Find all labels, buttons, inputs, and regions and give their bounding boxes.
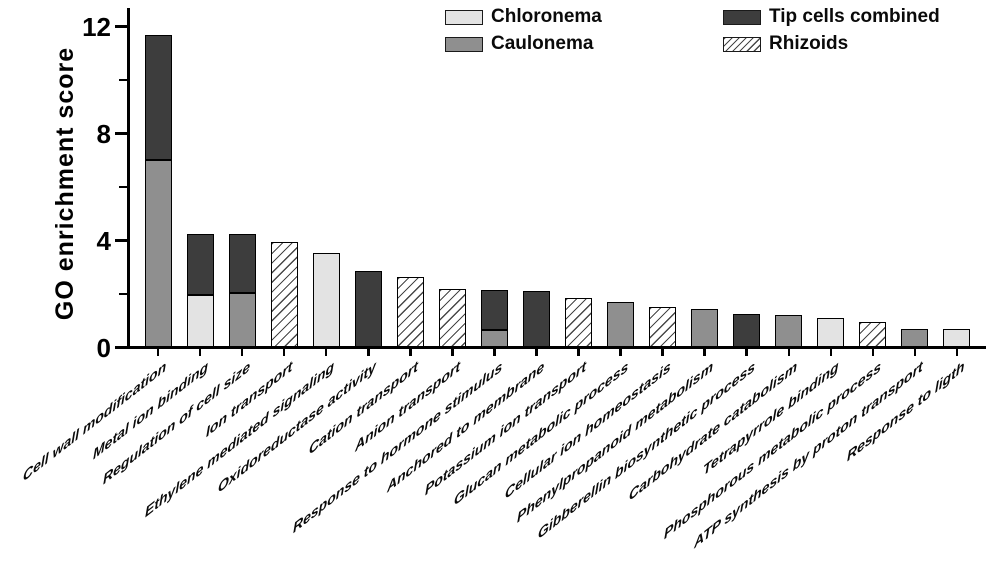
legend-swatch-tip-cells-combined xyxy=(723,9,761,25)
bar-segment-phenylpropanoid-metabolism-caulonema xyxy=(691,308,719,348)
x-tick xyxy=(955,348,959,356)
bar-segment-tetrapyrrole-binding-chloronema xyxy=(817,318,845,348)
bar-segment-cellular-ion-homeostasis-rhizoids xyxy=(649,307,677,348)
x-tick xyxy=(198,348,202,356)
bar-segment-phosphorous-metabolic-process-rhizoids xyxy=(859,322,887,348)
x-tick xyxy=(577,348,580,356)
x-tick xyxy=(282,348,286,356)
bar-segment-gibberellin-biosynthetic-process-tip-cells-combined xyxy=(733,314,761,348)
y-tick-label: 0 xyxy=(96,332,111,363)
legend-swatch-chloronema xyxy=(445,9,483,25)
x-tick xyxy=(829,348,833,356)
bar-segment-anchored-to-membrane-tip-cells-combined xyxy=(522,291,550,348)
x-tick xyxy=(367,348,370,356)
bar-segment-response-to-hormone-stimulus-caulonema xyxy=(480,330,508,348)
bar-segment-metal-ion-binding-chloronema xyxy=(186,295,214,348)
bar-segment-response-to-ligth-chloronema xyxy=(943,328,971,348)
x-tick xyxy=(661,348,664,356)
bar-segment-carbohydrate-catabolism-caulonema xyxy=(775,315,803,348)
x-tick xyxy=(535,348,538,356)
bar-segment-ion-transport-rhizoids xyxy=(270,241,298,348)
x-tick xyxy=(493,348,496,356)
legend-item-rhizoids: Rhizoids xyxy=(723,33,848,55)
x-axis-line xyxy=(127,346,986,349)
bar-segment-regulation-of-cell-size-caulonema xyxy=(228,292,256,348)
bar-segment-cation-transport-rhizoids xyxy=(396,276,424,348)
x-tick xyxy=(240,348,244,356)
y-major-tick xyxy=(115,239,127,242)
x-tick xyxy=(913,348,917,356)
y-axis-line xyxy=(127,8,130,349)
y-minor-tick xyxy=(119,185,127,189)
legend-item-chloronema: Chloronema xyxy=(445,6,602,28)
bar-segment-cell-wall-modification-tip-cells-combined xyxy=(144,34,172,161)
x-tick xyxy=(745,348,748,356)
legend-label-rhizoids: Rhizoids xyxy=(769,33,849,54)
y-minor-tick xyxy=(119,292,127,296)
y-tick-label: 8 xyxy=(96,118,111,149)
y-tick-label: 4 xyxy=(96,225,111,256)
x-tick xyxy=(324,348,328,356)
y-axis-title-text: GO enrichment score xyxy=(51,46,80,320)
x-tick xyxy=(787,348,790,356)
x-tick xyxy=(703,348,706,356)
bar-segment-anion-transport-rhizoids xyxy=(438,288,466,348)
y-major-tick xyxy=(115,346,127,349)
bar-segment-response-to-hormone-stimulus-tip-cells-combined xyxy=(480,289,508,331)
bar-segment-regulation-of-cell-size-tip-cells-combined xyxy=(228,233,256,293)
x-tick xyxy=(409,348,412,356)
y-major-tick xyxy=(115,25,127,28)
bar-segment-potassium-ion-transport-rhizoids xyxy=(565,298,592,348)
legend-swatch-rhizoids xyxy=(723,36,761,52)
legend-label-caulonema: Caulonema xyxy=(491,33,594,54)
legend-item-caulonema: Caulonema xyxy=(445,33,593,55)
x-tick xyxy=(871,348,875,356)
x-tick xyxy=(156,348,160,356)
bar-segment-oxidoreductase-activity-tip-cells-combined xyxy=(354,271,382,348)
bar-segment-ethylene-mediated-signaling-chloronema xyxy=(312,252,340,348)
y-tick-label: 12 xyxy=(82,11,111,42)
bar-segment-cell-wall-modification-caulonema xyxy=(144,160,172,348)
y-major-tick xyxy=(115,132,127,135)
bar-segment-glucan-metabolic-process-caulonema xyxy=(607,302,635,348)
legend-item-tip-cells-combined: Tip cells combined xyxy=(723,6,940,28)
bar-segment-atp-synthesis-by-proton-transport-caulonema xyxy=(901,328,929,348)
legend-swatch-caulonema xyxy=(445,36,483,52)
legend-label-tip-cells-combined: Tip cells combined xyxy=(769,6,940,27)
y-axis-title: GO enrichment score xyxy=(44,40,88,326)
x-tick xyxy=(619,348,622,356)
legend-label-chloronema: Chloronema xyxy=(491,6,602,27)
x-tick xyxy=(451,348,454,356)
y-minor-tick xyxy=(119,78,127,82)
bar-segment-metal-ion-binding-tip-cells-combined xyxy=(186,233,214,296)
